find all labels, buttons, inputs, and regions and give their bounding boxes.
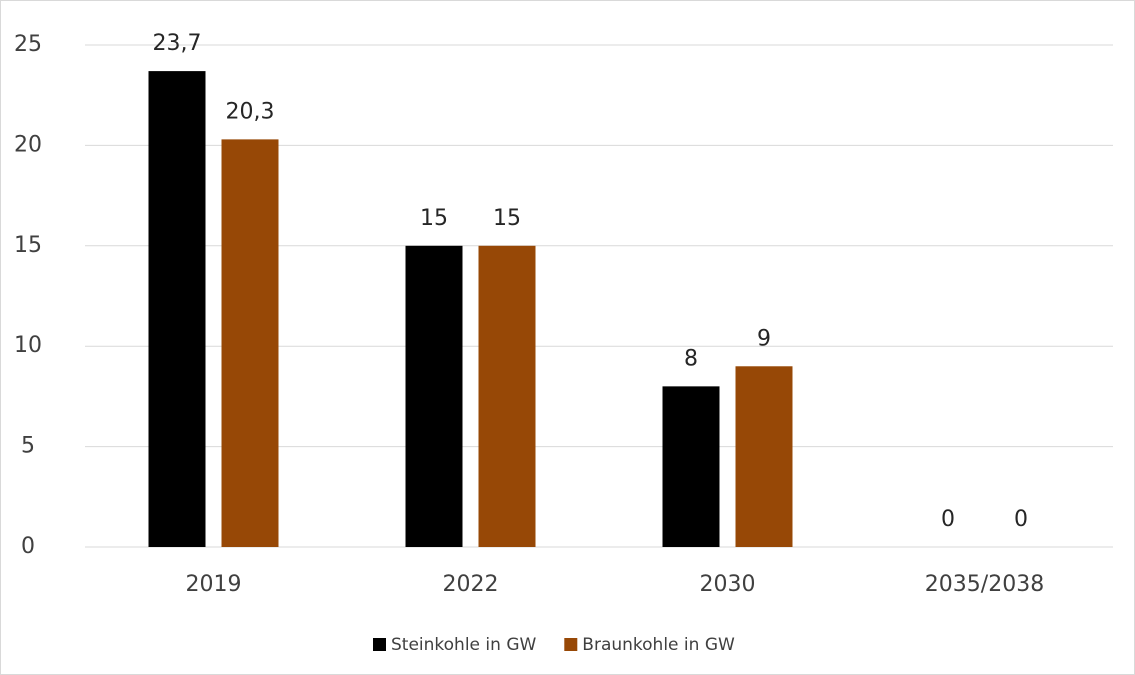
y-tick-label: 0	[21, 534, 35, 559]
bar	[662, 386, 720, 547]
data-label: 0	[1014, 507, 1028, 532]
y-tick-label: 15	[14, 233, 42, 258]
x-tick-label: 2022	[443, 572, 499, 597]
data-label: 23,7	[153, 31, 202, 56]
bar	[735, 366, 793, 547]
y-tick-label: 5	[21, 434, 35, 459]
y-tick-label: 25	[14, 32, 42, 57]
bar	[148, 71, 206, 547]
y-tick-label: 10	[14, 333, 42, 358]
x-tick-label: 2035/2038	[925, 572, 1044, 597]
bar	[221, 139, 279, 547]
data-label: 15	[493, 206, 521, 231]
legend-swatch	[373, 638, 386, 651]
bar	[478, 245, 536, 548]
bar	[405, 245, 463, 548]
y-tick-label: 20	[14, 132, 42, 157]
legend-label: Braunkohle in GW	[582, 635, 735, 655]
data-label: 0	[941, 507, 955, 532]
data-label: 20,3	[226, 99, 275, 124]
x-tick-label: 2019	[186, 572, 242, 597]
data-label: 15	[420, 206, 448, 231]
legend-swatch	[564, 638, 578, 651]
data-label: 8	[684, 346, 698, 371]
x-tick-label: 2030	[700, 572, 756, 597]
legend-label: Steinkohle in GW	[391, 635, 536, 655]
data-label: 9	[757, 326, 771, 351]
